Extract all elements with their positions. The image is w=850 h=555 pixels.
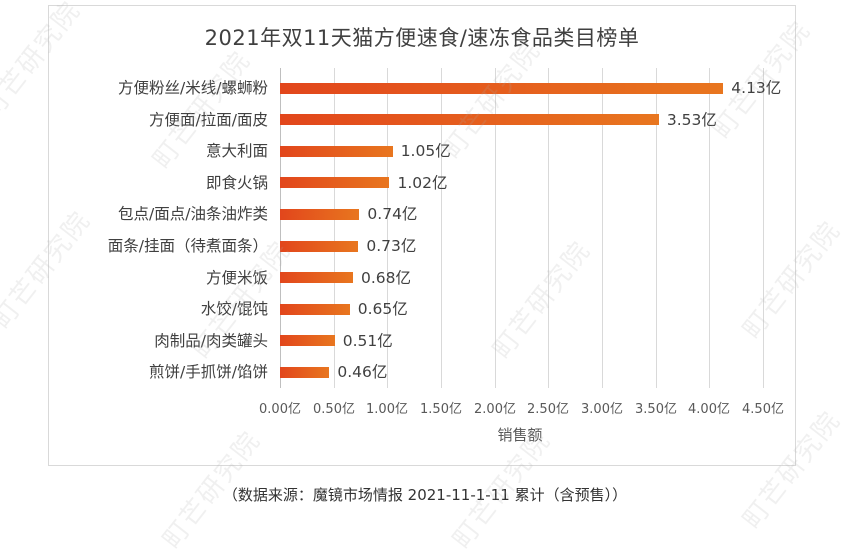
gridline [334,68,335,388]
chart-frame: 2021年双11天猫方便速食/速冻食品类目榜单 [48,5,796,466]
category-label: 即食火锅 [205,173,268,192]
bar [280,240,359,252]
plot-area: 0.00亿 0.50亿 1.00亿 1.50亿 2.00亿 2.50亿 3.00亿 3.50亿… [107,68,784,417]
x-tick-label: 2.50亿 [527,402,569,417]
gridline [656,68,657,388]
bar [280,303,350,315]
category-label: 面条/挂面（待煮面条） [107,237,268,255]
value-label: 0.46亿 [337,363,388,382]
chart-title: 2021年双11天猫方便速食/速冻食品类目榜单 [204,26,640,50]
x-tick-label: 4.50亿 [742,402,784,417]
bar [280,272,353,284]
x-tick-label: 3.50亿 [635,402,677,417]
x-tick-label: 3.00亿 [581,402,623,417]
bar [280,366,330,378]
source-note: （数据来源：魔镜市场情报 2021-11-1-11 累计（含预售）） [222,486,628,504]
category-label: 煎饼/手抓饼/馅饼 [149,363,268,382]
gridline [548,68,549,388]
gridline [602,68,603,388]
value-label: 1.02亿 [397,173,448,192]
x-tick-label: 4.00亿 [688,402,730,417]
category-label: 方便面/拉面/面皮 [149,110,268,129]
gridline [763,68,764,388]
gridline [441,68,442,388]
bar [280,114,659,126]
x-tick-label: 1.00亿 [366,402,408,417]
x-axis-title: 销售额 [497,426,543,444]
category-label: 方便米饭 [205,268,268,287]
bar [280,82,724,94]
category-label: 意大利面 [205,142,268,161]
x-tick-label: 0.00亿 [259,402,301,417]
gridline [495,68,496,388]
value-label: 0.51亿 [342,331,393,350]
gridline [709,68,710,388]
value-label: 0.65亿 [357,300,408,319]
x-tick-label: 0.50亿 [313,402,355,417]
x-tick-label: 2.00亿 [474,402,516,417]
x-tick-label: 1.50亿 [420,402,462,417]
bar [280,335,335,347]
value-label: 0.73亿 [366,237,417,255]
bar [280,177,390,189]
bar [280,208,360,220]
gridline [387,68,388,388]
value-label: 1.05亿 [400,142,451,161]
y-axis-line [280,68,281,388]
category-label: 包点/面点/油条油炸类 [118,205,268,224]
value-label: 4.13亿 [731,79,782,97]
value-label: 0.74亿 [367,205,418,224]
category-label: 方便粉丝/米线/螺蛳粉 [118,79,268,97]
value-label: 0.68亿 [360,268,411,287]
category-label: 水饺/馄饨 [200,300,268,319]
bar [280,145,393,157]
value-label: 3.53亿 [666,110,717,129]
category-label: 肉制品/肉类罐头 [154,331,268,350]
